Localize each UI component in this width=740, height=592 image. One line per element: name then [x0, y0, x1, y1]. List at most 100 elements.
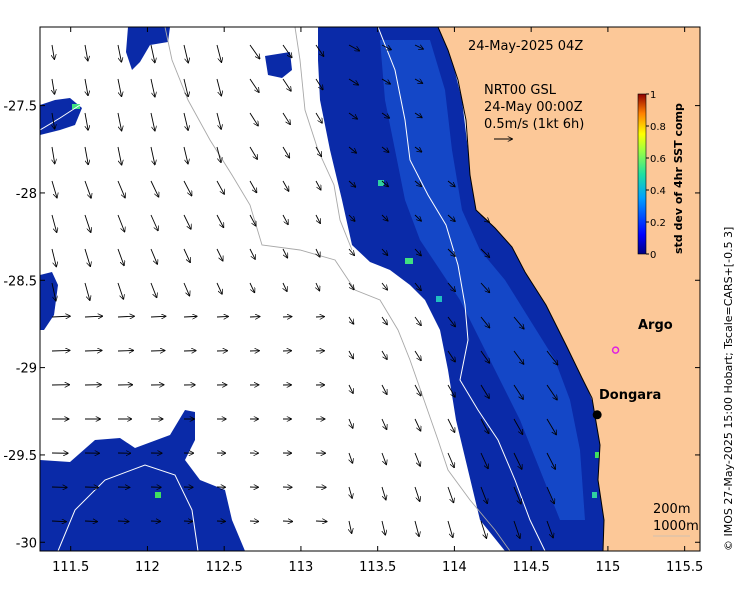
- current-arrow: [283, 282, 287, 291]
- current-arrow: [282, 214, 288, 224]
- current-arrow: [216, 78, 221, 96]
- current-arrow: [84, 282, 90, 300]
- sst-patch-southwest: [40, 410, 245, 551]
- current-arrow: [249, 248, 255, 259]
- current-arrow: [480, 384, 489, 398]
- colorbar-tick-label: 0.6: [650, 154, 666, 165]
- current-arrow: [117, 248, 124, 265]
- current-arrow: [315, 78, 323, 89]
- bathymetry-grey: [164, 27, 511, 551]
- current-arrow: [381, 520, 385, 535]
- lat-tick-label: -28: [16, 187, 37, 202]
- current-arrow: [348, 112, 357, 119]
- current-arrow: [249, 44, 260, 59]
- current-arrow: [349, 418, 353, 428]
- current-arrow: [150, 180, 158, 197]
- current-arrow: [183, 146, 188, 163]
- current-arrow: [51, 214, 57, 232]
- current-arrow: [480, 418, 489, 433]
- current-arrow: [348, 350, 353, 358]
- current-arrow: [52, 44, 54, 59]
- current-arrow: [282, 146, 289, 158]
- current-arrow: [349, 384, 353, 393]
- current-arrow: [51, 350, 70, 351]
- current-arrow: [447, 180, 455, 186]
- current-arrow: [513, 418, 522, 434]
- current-arrow: [414, 350, 421, 360]
- current-arrow: [315, 146, 321, 156]
- current-arrow: [316, 248, 320, 257]
- lon-tick-label: 112.5: [206, 560, 243, 575]
- current-arrow: [84, 112, 88, 130]
- current-arrow: [84, 316, 102, 317]
- current-arrow: [414, 486, 420, 501]
- current-arrow: [447, 316, 455, 326]
- current-arrow: [52, 112, 55, 129]
- sst-patch-top: [126, 27, 170, 70]
- current-arrow: [84, 248, 90, 266]
- current-arrow: [381, 350, 387, 359]
- current-arrow: [150, 146, 155, 164]
- current-arrow: [183, 180, 192, 195]
- current-arrow: [546, 384, 557, 400]
- current-arrow: [447, 384, 455, 397]
- lat-tick-label: -29: [16, 362, 37, 377]
- colorbar: 0 0.2 0.4 0.6 0.8 1 std dev of 4hr SST comp: [637, 90, 685, 261]
- current-arrow: [348, 282, 354, 289]
- current-arrow: [150, 316, 165, 317]
- plot-frame: [39, 26, 701, 552]
- current-arrow: [480, 214, 489, 222]
- current-arrow: [183, 44, 188, 62]
- current-arrow: [216, 146, 221, 162]
- current-arrow: [381, 384, 387, 394]
- lon-tick-label: 112: [135, 560, 160, 575]
- dongara-marker: [592, 410, 602, 420]
- current-arrow: [546, 486, 554, 503]
- lon-tick-label: 113.5: [359, 560, 396, 575]
- current-arrow: [216, 214, 223, 227]
- current-arrow: [348, 44, 359, 51]
- current-arrow: [513, 384, 523, 399]
- latitude-axis: -27.5 -28 -28.5 -29 -29.5 -30: [3, 100, 700, 551]
- argo-label: Argo: [638, 318, 673, 333]
- current-arrow: [414, 418, 421, 431]
- current-arrow: [381, 452, 386, 464]
- current-arrow: [381, 78, 390, 84]
- current-arrow: [150, 282, 157, 297]
- current-arrow: [216, 112, 221, 129]
- longitude-axis: 111.5 112 112.5 113 113.5 114 114.5 115 115.5: [52, 27, 703, 575]
- current-arrow: [117, 112, 122, 131]
- current-arrow: [249, 146, 257, 159]
- land-mass: [437, 27, 700, 551]
- lon-tick-label: 114: [442, 560, 467, 575]
- current-arrow: [183, 78, 188, 96]
- current-arrow: [117, 180, 125, 198]
- current-arrow: [150, 248, 157, 264]
- current-arrow: [249, 180, 256, 192]
- current-arrow: [117, 316, 134, 317]
- current-arrow: [513, 452, 522, 469]
- current-time-label: 24-May 00:00Z: [484, 100, 583, 115]
- current-arrow: [216, 316, 228, 317]
- current-arrow: [282, 112, 290, 124]
- current-arrow: [447, 282, 455, 291]
- colorbar-tick-label: 0.4: [650, 186, 666, 197]
- current-source-label: NRT00 GSL: [484, 83, 557, 98]
- lat-tick-label: -29.5: [3, 449, 37, 464]
- contour-200m: [377, 27, 546, 551]
- current-arrow: [381, 282, 387, 290]
- current-arrow: [315, 44, 324, 56]
- current-arrow: [52, 78, 54, 94]
- current-arrow: [183, 214, 191, 229]
- current-arrow: [414, 79, 422, 83]
- current-arrow: [381, 486, 386, 500]
- current-arrow: [315, 180, 321, 190]
- current-arrow: [546, 350, 558, 365]
- current-arrow: [216, 180, 224, 194]
- current-arrow: [84, 521, 97, 522]
- current-arrow: [216, 248, 223, 261]
- colorbar-tick-label: 0.8: [650, 122, 666, 133]
- current-arrow: [414, 520, 419, 536]
- current-arrow: [117, 214, 124, 231]
- current-arrow: [216, 282, 222, 294]
